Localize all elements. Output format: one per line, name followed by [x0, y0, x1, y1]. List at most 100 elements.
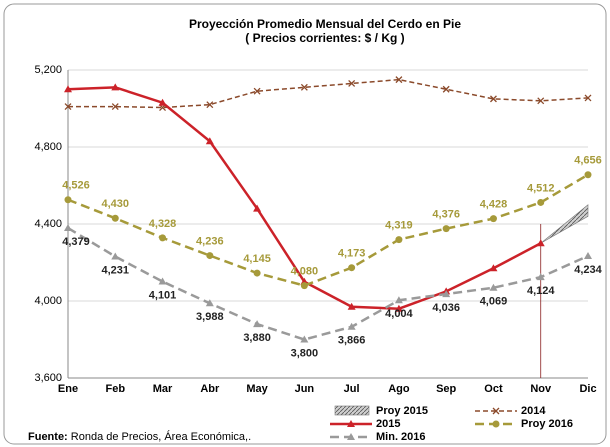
x-tick-label: Sep [436, 383, 456, 395]
point [584, 171, 592, 179]
legend-swatch [334, 405, 370, 416]
data-label: 4,173 [338, 248, 366, 260]
point [253, 320, 262, 328]
legend-label: Min. 2016 [376, 431, 426, 443]
data-label: 4,328 [149, 218, 177, 230]
legend-marker [347, 420, 355, 427]
y-tick-label: 3,600 [34, 372, 62, 384]
series-line [67, 173, 589, 287]
data-label: 4,231 [102, 264, 130, 276]
x-tick-label: Mar [153, 383, 173, 395]
point [64, 224, 72, 232]
data-label: 4,656 [574, 155, 602, 167]
point [442, 225, 450, 233]
legend-marker [492, 407, 500, 415]
legend-marker [492, 420, 500, 428]
data-label: 3,866 [338, 335, 366, 347]
point [159, 234, 167, 242]
y-tick-label: 4,800 [34, 141, 62, 153]
point [300, 83, 308, 91]
legend-label: 2015 [376, 418, 400, 430]
data-label: 4,430 [102, 198, 130, 210]
legend-marker [347, 433, 355, 440]
point [536, 273, 545, 281]
data-label: 4,101 [149, 289, 177, 301]
x-tick-label: Jul [344, 383, 360, 395]
x-tick-label: Nov [530, 383, 552, 395]
data-label: 4,512 [527, 182, 555, 194]
point [158, 98, 167, 106]
point [394, 296, 403, 304]
point [347, 322, 356, 330]
point [537, 198, 545, 206]
point [206, 252, 214, 260]
data-label: 4,234 [574, 264, 602, 276]
point [442, 85, 450, 93]
x-tick-label: Jun [295, 383, 315, 395]
point [489, 215, 497, 223]
point [253, 87, 261, 95]
x-tick-label: Dic [579, 383, 596, 395]
point [205, 299, 214, 307]
data-label: 4,236 [196, 235, 224, 247]
x-tick-label: Abr [200, 383, 220, 395]
source: Fuente: Ronda de Precios, Área Económica… [28, 430, 251, 443]
series-line [67, 226, 589, 341]
point [300, 282, 308, 290]
data-label: 4,069 [480, 296, 508, 308]
point [111, 83, 120, 91]
data-label: 4,004 [385, 308, 413, 320]
source-label: Fuente: [28, 431, 68, 443]
point [64, 196, 72, 204]
point [395, 76, 403, 84]
point [206, 101, 214, 109]
point [205, 137, 214, 145]
point [394, 304, 403, 312]
point [584, 251, 592, 259]
point [253, 269, 261, 277]
data-label: 4,036 [432, 302, 460, 314]
point [348, 80, 356, 87]
point [537, 97, 545, 105]
data-label: 3,800 [291, 347, 319, 359]
point [395, 236, 403, 244]
data-label: 4,526 [62, 180, 90, 192]
chart-subtitle: ( Precios corrientes: $ / Kg ) [245, 31, 404, 45]
data-label: 3,988 [196, 311, 224, 323]
point [253, 204, 262, 212]
area [540, 204, 589, 244]
point [489, 95, 497, 103]
point [489, 283, 498, 291]
point [158, 277, 167, 285]
y-tick-label: 4,000 [34, 295, 62, 307]
point [442, 290, 451, 298]
source-text: Ronda de Precios, Área Económica,. [68, 430, 251, 443]
chart-title: Proyección Promedio Mensual del Cerdo en… [189, 17, 461, 31]
legend-label: 2014 [521, 405, 546, 417]
y-tick-label: 4,400 [34, 218, 62, 230]
point [348, 264, 356, 272]
point [111, 252, 120, 260]
data-label: 4,376 [432, 209, 460, 221]
x-tick-label: Feb [105, 383, 125, 395]
data-label: 3,880 [243, 332, 271, 344]
point [64, 85, 72, 93]
point [536, 239, 545, 247]
point [489, 264, 498, 272]
point [111, 103, 119, 111]
y-tick-label: 5,200 [34, 64, 62, 76]
data-label: 4,319 [385, 219, 413, 231]
legend-label: Proy 2016 [521, 418, 573, 430]
point [300, 335, 309, 343]
x-tick-label: May [246, 383, 268, 395]
data-label: 4,124 [527, 285, 555, 297]
data-label: 4,145 [243, 253, 271, 265]
point [347, 302, 356, 310]
data-label: 4,428 [480, 199, 508, 211]
point [584, 94, 592, 102]
data-label: 4,080 [291, 266, 319, 278]
x-tick-label: Ene [58, 383, 78, 395]
x-tick-label: Ago [388, 383, 410, 395]
point [111, 214, 119, 222]
